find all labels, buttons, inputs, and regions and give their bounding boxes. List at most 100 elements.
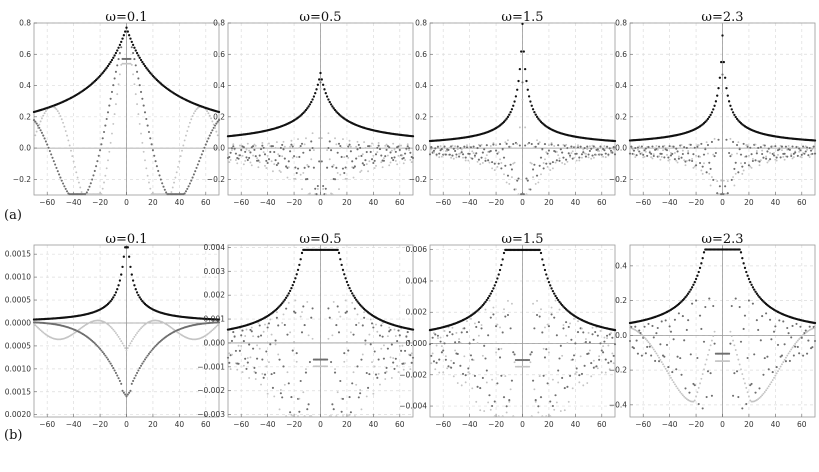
data-point-dark [767, 147, 770, 150]
data-point-light [396, 163, 399, 166]
data-point-abs [690, 286, 694, 289]
data-point-light [454, 145, 457, 148]
data-point-light [650, 344, 653, 347]
data-point-dark [591, 333, 594, 336]
data-point-light [654, 350, 657, 353]
data-point-abs [318, 78, 321, 81]
data-point-dark [675, 147, 678, 150]
data-point-light [724, 193, 727, 196]
data-point-dark [702, 153, 706, 156]
data-point-light [369, 145, 372, 148]
data-point-light [140, 327, 142, 330]
data-point-light [186, 130, 189, 132]
data-point-abs [108, 62, 111, 66]
data-point-abs [613, 139, 617, 143]
data-point-light [588, 349, 591, 352]
data-point-light [724, 360, 727, 363]
data-point-dark [539, 396, 543, 399]
data-point-abs [692, 283, 695, 286]
data-point-dark [547, 325, 550, 328]
data-point-dark [803, 152, 806, 155]
data-point-dark [465, 146, 469, 149]
data-point-dark [65, 190, 69, 193]
data-point-dark [404, 152, 407, 155]
x-tick-label: 20 [148, 198, 158, 207]
data-point-dark [651, 324, 654, 328]
data-point-light [357, 321, 360, 324]
data-point-dark [538, 164, 541, 167]
data-point-dark [378, 334, 382, 337]
data-point-light [228, 352, 231, 355]
data-point-light [525, 193, 528, 196]
data-point-dark [110, 364, 114, 367]
data-point-dark [133, 377, 136, 380]
data-point-light [790, 153, 793, 156]
data-point-dark [512, 142, 515, 146]
data-point-light [124, 62, 127, 65]
data-point-light [442, 371, 445, 374]
data-point-light [104, 174, 107, 177]
data-point-dark [400, 349, 403, 352]
y-tick-label: 0.4 [615, 261, 627, 270]
y-tick-label: −0.002 [399, 370, 427, 379]
panel-1-1: ω=0.5−60 −40 −20 0 20 40 60−0.003−0.002−0.0010… [197, 232, 415, 429]
data-point-light [526, 143, 529, 145]
data-point-light [734, 349, 737, 351]
data-point-abs [693, 280, 696, 284]
data-point-dark [806, 146, 809, 149]
data-point-dark [142, 104, 145, 107]
data-point-dark [721, 73, 724, 76]
data-point-abs [113, 293, 116, 297]
data-point-light [279, 171, 282, 174]
data-point-light [765, 389, 768, 392]
data-point-abs [513, 100, 516, 103]
data-point-light [187, 125, 190, 128]
data-point-light [359, 171, 362, 174]
data-point-dark [775, 156, 778, 159]
data-point-light [608, 368, 611, 371]
data-point-dark [203, 146, 206, 149]
data-point-light [80, 326, 83, 329]
data-point-dark [262, 376, 265, 379]
data-point-dark [282, 148, 285, 151]
data-point-light [77, 328, 80, 331]
data-point-abs [286, 294, 289, 297]
data-point-light [261, 142, 264, 144]
data-point-dark [489, 316, 492, 319]
data-point-light [729, 137, 732, 140]
data-point-light [192, 112, 195, 115]
data-point-light [175, 171, 178, 174]
data-point-abs [145, 66, 148, 69]
data-point-dark [389, 151, 392, 154]
data-point-dark [43, 137, 46, 140]
data-point-light [508, 400, 511, 403]
data-point-dark [263, 153, 267, 156]
data-point-dark [319, 81, 322, 84]
y-tick-label: 0.0020 [5, 410, 31, 419]
data-point-dark [491, 404, 494, 408]
data-point-light [704, 146, 707, 149]
data-point-dark [447, 148, 450, 151]
data-point-dark [139, 90, 143, 94]
data-point-light [107, 323, 109, 326]
data-point-light [124, 347, 127, 349]
data-point-light [283, 145, 286, 148]
data-point-dark [335, 324, 338, 327]
data-point-dark [738, 306, 741, 309]
data-point-abs [130, 40, 133, 44]
data-point-light [716, 360, 719, 363]
data-point-abs [217, 318, 221, 321]
data-point-light [555, 401, 558, 404]
data-point-dark [430, 354, 433, 357]
data-point-light [577, 320, 579, 323]
data-point-dark [252, 347, 255, 350]
data-point-dark [96, 344, 99, 348]
x-tick-label: −40 [260, 420, 276, 429]
data-point-light [534, 400, 537, 403]
x-tick-label: −40 [260, 198, 276, 207]
data-point-abs [131, 279, 135, 282]
data-point-light [380, 347, 383, 350]
data-point-dark [534, 399, 537, 402]
data-point-light [256, 157, 259, 160]
data-point-light [673, 152, 676, 154]
